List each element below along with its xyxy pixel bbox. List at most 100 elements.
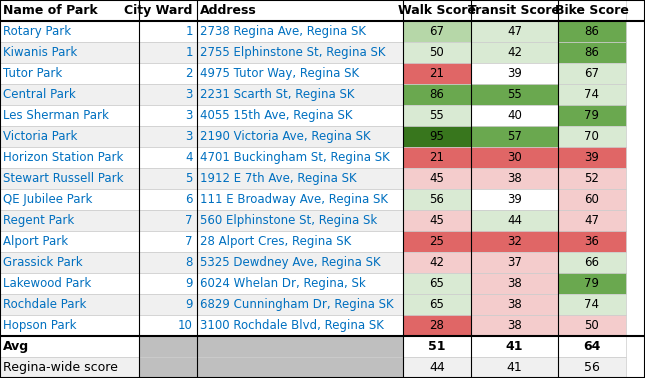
Bar bbox=[197, 273, 403, 294]
Text: 3: 3 bbox=[186, 88, 193, 101]
Bar bbox=[197, 231, 403, 252]
Text: 1: 1 bbox=[185, 46, 193, 59]
Bar bbox=[0, 231, 139, 252]
Bar bbox=[139, 189, 197, 210]
Bar bbox=[558, 231, 626, 252]
Bar bbox=[558, 0, 626, 21]
Bar bbox=[558, 273, 626, 294]
Bar bbox=[197, 315, 403, 336]
Bar bbox=[197, 84, 403, 105]
Bar bbox=[0, 126, 139, 147]
Bar bbox=[0, 315, 139, 336]
Text: 2755 Elphinstone St, Regina SK: 2755 Elphinstone St, Regina SK bbox=[200, 46, 386, 59]
Text: 74: 74 bbox=[584, 88, 599, 101]
Text: 5: 5 bbox=[186, 172, 193, 185]
Text: 38: 38 bbox=[507, 172, 522, 185]
Text: 55: 55 bbox=[507, 88, 522, 101]
Text: 57: 57 bbox=[507, 130, 522, 143]
Bar bbox=[197, 105, 403, 126]
Text: 86: 86 bbox=[430, 88, 444, 101]
Bar bbox=[139, 0, 197, 21]
Bar bbox=[139, 126, 197, 147]
Text: 67: 67 bbox=[430, 25, 444, 38]
Bar bbox=[471, 42, 558, 63]
Bar bbox=[558, 21, 626, 42]
Bar bbox=[139, 105, 197, 126]
Text: 50: 50 bbox=[430, 46, 444, 59]
Bar bbox=[403, 0, 471, 21]
Bar bbox=[0, 357, 139, 378]
Text: 67: 67 bbox=[584, 67, 599, 80]
Text: 2231 Scarth St, Regina SK: 2231 Scarth St, Regina SK bbox=[200, 88, 355, 101]
Bar bbox=[558, 336, 626, 357]
Text: 74: 74 bbox=[584, 298, 599, 311]
Bar bbox=[197, 294, 403, 315]
Text: 21: 21 bbox=[430, 67, 444, 80]
Bar bbox=[558, 168, 626, 189]
Text: Les Sherman Park: Les Sherman Park bbox=[3, 109, 109, 122]
Bar bbox=[471, 210, 558, 231]
Text: 6024 Whelan Dr, Regina, Sk: 6024 Whelan Dr, Regina, Sk bbox=[200, 277, 366, 290]
Text: 4055 15th Ave, Regina SK: 4055 15th Ave, Regina SK bbox=[200, 109, 352, 122]
Text: 39: 39 bbox=[584, 151, 599, 164]
Bar bbox=[139, 42, 197, 63]
Text: Central Park: Central Park bbox=[3, 88, 76, 101]
Text: 2: 2 bbox=[185, 67, 193, 80]
Bar bbox=[139, 84, 197, 105]
Text: 3: 3 bbox=[186, 130, 193, 143]
Text: 9: 9 bbox=[185, 277, 193, 290]
Text: 52: 52 bbox=[584, 172, 599, 185]
Text: 44: 44 bbox=[507, 214, 522, 227]
Bar bbox=[558, 42, 626, 63]
Text: Regent Park: Regent Park bbox=[3, 214, 74, 227]
Text: 42: 42 bbox=[507, 46, 522, 59]
Bar bbox=[0, 168, 139, 189]
Bar bbox=[558, 252, 626, 273]
Text: Avg: Avg bbox=[3, 340, 30, 353]
Text: 41: 41 bbox=[506, 340, 523, 353]
Bar bbox=[197, 0, 403, 21]
Bar bbox=[197, 63, 403, 84]
Bar bbox=[139, 294, 197, 315]
Text: 2738 Regina Ave, Regina SK: 2738 Regina Ave, Regina SK bbox=[200, 25, 366, 38]
Bar bbox=[471, 357, 558, 378]
Bar bbox=[558, 105, 626, 126]
Text: Bike Score: Bike Score bbox=[555, 4, 629, 17]
Text: 7: 7 bbox=[185, 235, 193, 248]
Text: 6: 6 bbox=[185, 193, 193, 206]
Text: Alport Park: Alport Park bbox=[3, 235, 68, 248]
Bar bbox=[403, 231, 471, 252]
Text: 45: 45 bbox=[430, 214, 444, 227]
Bar bbox=[403, 84, 471, 105]
Bar bbox=[197, 42, 403, 63]
Bar bbox=[403, 168, 471, 189]
Bar bbox=[558, 210, 626, 231]
Text: Regina-wide score: Regina-wide score bbox=[3, 361, 118, 374]
Text: 79: 79 bbox=[584, 109, 599, 122]
Text: 28 Alport Cres, Regina SK: 28 Alport Cres, Regina SK bbox=[200, 235, 351, 248]
Text: 32: 32 bbox=[507, 235, 522, 248]
Bar bbox=[197, 147, 403, 168]
Bar bbox=[139, 231, 197, 252]
Bar bbox=[403, 252, 471, 273]
Bar bbox=[197, 357, 403, 378]
Text: 28: 28 bbox=[430, 319, 444, 332]
Text: 38: 38 bbox=[507, 277, 522, 290]
Text: 560 Elphinstone St, Regina Sk: 560 Elphinstone St, Regina Sk bbox=[200, 214, 377, 227]
Bar bbox=[471, 294, 558, 315]
Text: Hopson Park: Hopson Park bbox=[3, 319, 77, 332]
Bar bbox=[139, 336, 197, 357]
Bar bbox=[0, 189, 139, 210]
Text: Name of Park: Name of Park bbox=[3, 4, 98, 17]
Bar bbox=[403, 294, 471, 315]
Bar bbox=[139, 21, 197, 42]
Bar bbox=[403, 273, 471, 294]
Text: Grassick Park: Grassick Park bbox=[3, 256, 83, 269]
Text: 45: 45 bbox=[430, 172, 444, 185]
Bar bbox=[558, 315, 626, 336]
Bar bbox=[0, 63, 139, 84]
Bar bbox=[139, 315, 197, 336]
Text: 3100 Rochdale Blvd, Regina SK: 3100 Rochdale Blvd, Regina SK bbox=[200, 319, 384, 332]
Bar bbox=[197, 189, 403, 210]
Text: 4: 4 bbox=[185, 151, 193, 164]
